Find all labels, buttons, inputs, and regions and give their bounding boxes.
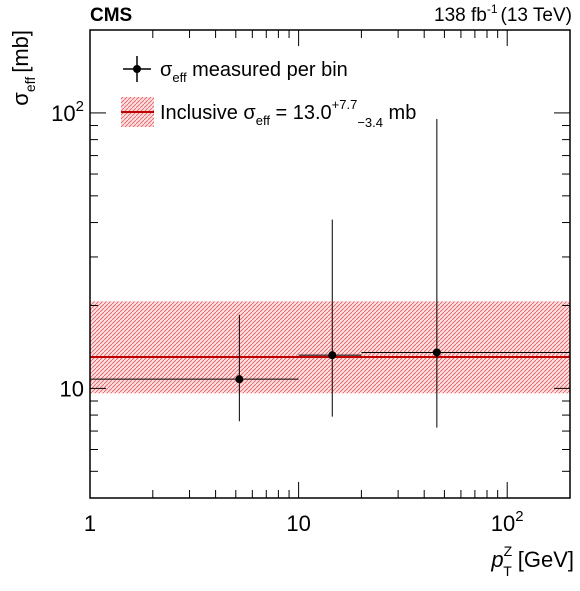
data-points-layer bbox=[90, 119, 570, 428]
data-point bbox=[432, 348, 441, 357]
inclusive-band-layer bbox=[90, 301, 570, 394]
data-point-group bbox=[90, 314, 299, 422]
luminosity-label: 138 fb-1 (13 TeV) bbox=[434, 2, 572, 26]
y-tick-labels: 10 102 bbox=[51, 98, 84, 401]
data-point-group bbox=[298, 219, 362, 417]
legend: σeff measured per bin Inclusive σeff = 1… bbox=[121, 56, 416, 130]
plot-frame bbox=[89, 29, 571, 499]
y-tick-label: 102 bbox=[51, 98, 84, 126]
legend-entry-inclusive: Inclusive σeff = 13.0+7.7−3.4 mb bbox=[121, 97, 416, 130]
data-point bbox=[328, 351, 337, 360]
y-axis-title: σeff[mb] bbox=[8, 30, 38, 106]
x-tick-label: 10 bbox=[286, 511, 310, 536]
x-axis-title: pZ T [GeV] bbox=[490, 543, 574, 579]
y-tick-label: 10 bbox=[60, 376, 84, 401]
data-point bbox=[235, 375, 244, 384]
x-tick-label: 102 bbox=[491, 508, 524, 536]
axis-ticks bbox=[89, 29, 571, 499]
legend-entry-measured: σeff measured per bin bbox=[123, 56, 348, 85]
legend-label-measured: σeff measured per bin bbox=[160, 59, 348, 85]
legend-label-inclusive: Inclusive σeff = 13.0+7.7−3.4 mb bbox=[160, 97, 416, 130]
inclusive-uncertainty-band bbox=[90, 301, 570, 394]
data-point-group bbox=[361, 119, 570, 428]
x-tick-label: 1 bbox=[84, 511, 96, 536]
legend-point-marker bbox=[133, 65, 141, 73]
x-tick-labels: 1 10 102 bbox=[84, 508, 524, 536]
experiment-label: CMS bbox=[90, 5, 132, 26]
